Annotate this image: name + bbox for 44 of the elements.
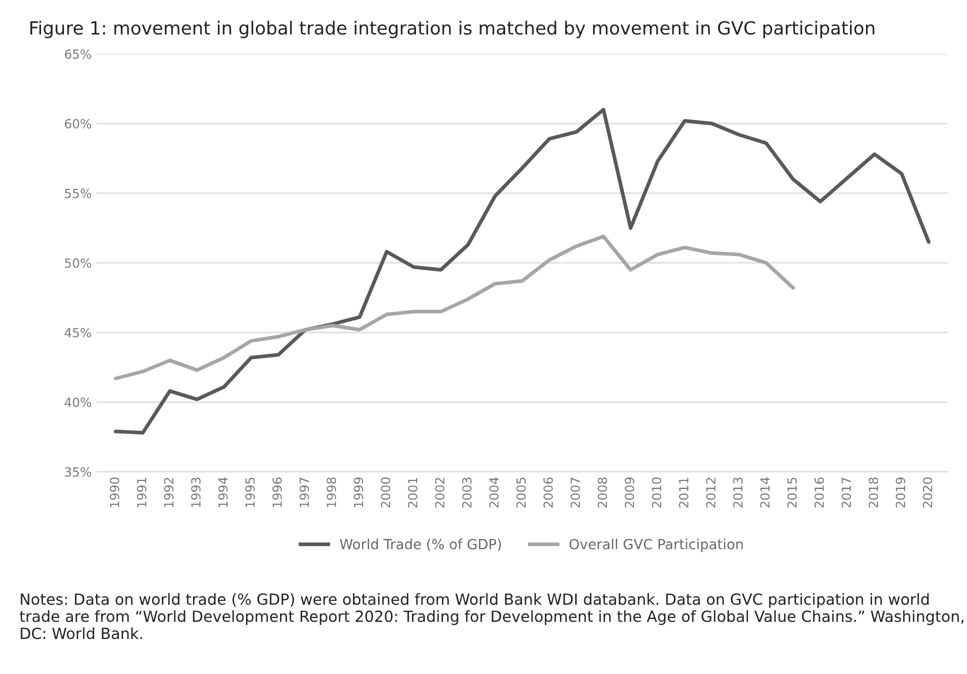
- x-tick-label: 2017: [842, 478, 852, 508]
- legend-label: World Trade (% of GDP): [340, 538, 501, 552]
- x-tick-label: 2009: [624, 478, 634, 508]
- x-tick-label: 2012: [706, 478, 716, 508]
- x-tick-label: 1995: [245, 478, 255, 508]
- x-tick-label: 1992: [164, 478, 174, 508]
- chart-title: Figure 1: movement in global trade integration is matched by movement in GVC participation: [30, 20, 874, 38]
- x-tick-label: 1996: [272, 477, 282, 508]
- x-tick-label: 2013: [733, 478, 743, 508]
- x-tick-label: 1998: [326, 478, 336, 508]
- y-tick-label: 35%: [65, 467, 92, 477]
- y-tick-label: 55%: [65, 188, 92, 198]
- y-tick-label: 40%: [64, 398, 92, 408]
- legend-label: Overall GVC Participation: [570, 538, 743, 552]
- x-tick-label: 2020: [922, 477, 932, 508]
- x-tick-label: 2006: [543, 477, 553, 508]
- y-tick-label: 50%: [65, 258, 92, 268]
- x-tick-label: 2015: [787, 478, 797, 508]
- x-tick-label: 2010: [652, 477, 662, 508]
- line-series: [114, 234, 795, 380]
- x-tick-label: 2007: [570, 478, 580, 508]
- x-tick-label: 2016: [814, 477, 824, 508]
- y-tick-label: 65%: [64, 49, 92, 59]
- x-tick-label: 1994: [218, 477, 228, 508]
- y-tick-label: 60%: [64, 119, 92, 128]
- x-tick-label: 2003: [462, 478, 472, 508]
- x-tick-label: 2001: [408, 478, 418, 508]
- x-tick-label: 1993: [191, 478, 201, 508]
- x-tick-label: 2018: [868, 478, 878, 508]
- x-tick-label: 1991: [136, 478, 146, 508]
- x-tick-label: 2005: [516, 478, 526, 508]
- x-tick-label: 1990: [110, 477, 120, 508]
- y-tick-label: 45%: [64, 328, 92, 338]
- x-tick-label: 2019: [896, 478, 906, 508]
- line-series: [114, 108, 930, 435]
- text: Notes: Data on world trade (% GDP) were obtained from World Bank WDI databank. Data on GVC participation in world trade are from “World Development Report 2020: Trading for Development in the Age of Global Value Chains.” Washington, DC: World Bank.: [20, 593, 964, 640]
- x-tick-label: 2011: [678, 478, 688, 508]
- x-tick-label: 2008: [598, 478, 608, 508]
- x-tick-label: 2002: [435, 478, 445, 508]
- x-tick-label: 1997: [300, 478, 309, 508]
- x-tick-label: 2014: [760, 477, 770, 508]
- x-tick-label: 2004: [489, 477, 499, 508]
- x-tick-label: 1999: [354, 478, 364, 508]
- x-tick-label: 2000: [380, 477, 390, 508]
